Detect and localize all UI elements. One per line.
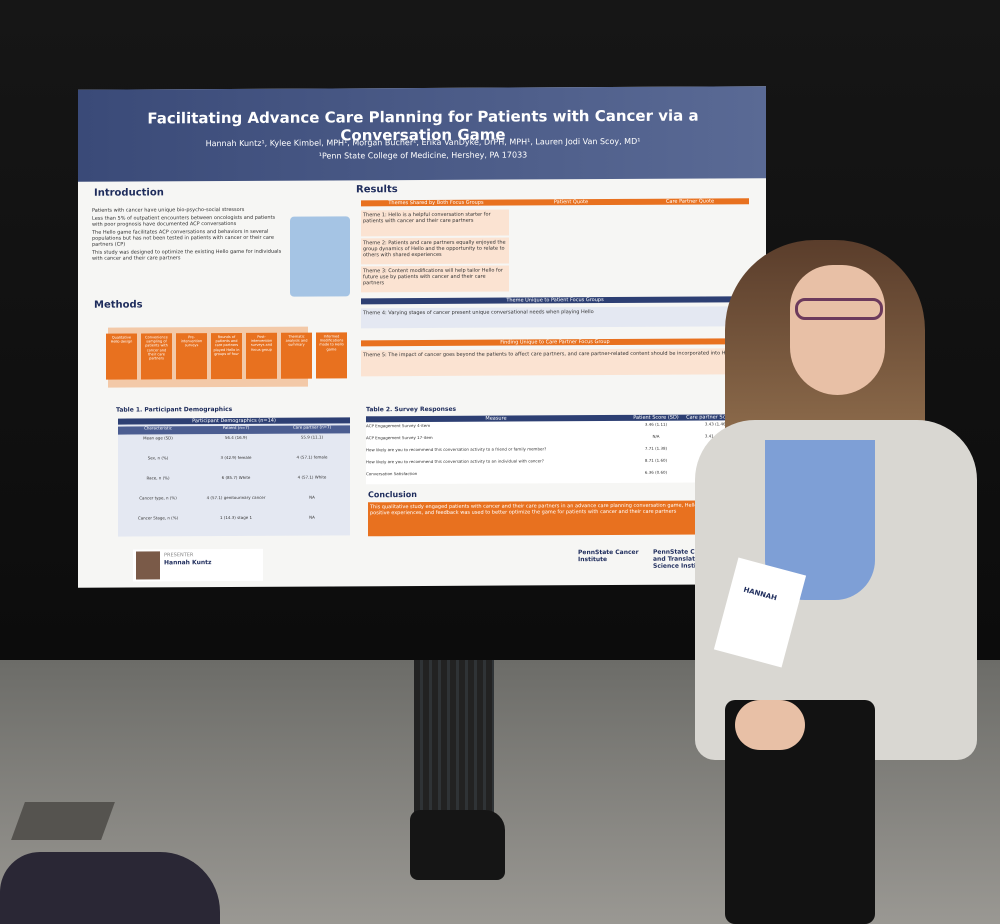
- table-header: Patient (n=7): [198, 425, 274, 435]
- intro-bullet: Patients with cancer have unique bio-psy…: [92, 206, 245, 214]
- theme: Theme 4: Varying stages of cancer presen…: [361, 306, 749, 329]
- results-header: Themes Shared by Both Focus Groups: [361, 199, 511, 207]
- theme: Theme 3: Content modifications will help…: [361, 265, 509, 293]
- bag: [0, 852, 220, 924]
- table-header: Measure: [366, 414, 626, 423]
- presenter-photo: [136, 551, 160, 580]
- results-header: Patient Quote: [511, 198, 631, 206]
- logo: PennState Cancer Institute: [578, 548, 639, 564]
- table-cell: Race, n (%): [146, 476, 170, 481]
- section-heading: Introduction: [94, 187, 164, 199]
- intro-bullet: This study was designed to optimize the …: [92, 248, 282, 262]
- section-heading: Methods: [94, 299, 143, 311]
- table-cell: Sex, n (%): [147, 456, 169, 461]
- demographics-table: Participant Demographics (n=14) Character…: [118, 417, 350, 537]
- table-cell: 7.71 (1.38): [644, 446, 668, 451]
- results-header: Care Partner Quote: [631, 198, 749, 205]
- table-cell: 4 (57.1) female: [296, 455, 328, 460]
- table-header: Patient Score (SD): [626, 414, 686, 421]
- method-step: Thematic analysis and summary: [281, 332, 312, 379]
- table-title: Participant Demographics (n=14): [118, 417, 350, 425]
- section-heading: Results: [356, 184, 398, 196]
- method-step: Pre-intervention surveys: [176, 333, 207, 380]
- survey-table: Measure Patient Score (SD) Care partner Sc…: [366, 414, 746, 485]
- method-step: Convenience sampling of patients with ca…: [141, 333, 172, 380]
- results-header: Theme Unique to Patient Focus Groups: [361, 296, 749, 305]
- theme: Theme 2: Patients and care partners equa…: [361, 237, 509, 265]
- table-cell: 8.71 (1.60): [644, 458, 668, 463]
- table-cell: 3.46 (1.11): [644, 422, 668, 427]
- table-cell: N/A: [652, 434, 660, 439]
- method-step: Post-intervention surveys and focus grou…: [246, 332, 277, 379]
- presenter-label: PRESENTER: [164, 552, 194, 559]
- hands: [735, 700, 805, 750]
- theme: Theme 5: The impact of cancer goes beyon…: [361, 348, 749, 377]
- method-steps: Qualitative Hello design Convenience samp…: [106, 332, 351, 380]
- table-heading: Table 1. Participant Demographics: [116, 405, 233, 414]
- table-heading: Table 2. Survey Responses: [366, 405, 457, 414]
- table-cell: NA: [309, 515, 315, 520]
- method-step: Informed modifications made to Hello gam…: [316, 332, 347, 379]
- table-cell: 4 (57.1) genitourinary cancer: [206, 495, 266, 501]
- table-cell: Cancer type, n (%): [139, 496, 177, 501]
- method-step: Qualitative Hello design: [106, 333, 137, 380]
- face: [790, 265, 885, 395]
- table-cell: Conversation Satisfaction: [366, 471, 418, 477]
- table-cell: 6.36 (0.60): [644, 470, 668, 475]
- table-header: Care partner (n=7): [274, 425, 350, 434]
- table-cell: Mean age (SD): [143, 436, 173, 441]
- table-cell: 55.9 (11.1): [300, 435, 324, 440]
- conclusion-text: This qualitative study engaged patients …: [368, 500, 748, 537]
- presenter-name: Hannah Kuntz: [164, 559, 212, 567]
- table-cell: 1 (14.3) stage 1: [219, 515, 253, 521]
- results-header: Finding Unique to Care Partner Focus Gro…: [361, 338, 749, 347]
- theme: Theme 1: Hello is a helpful conversation…: [361, 209, 509, 237]
- intro-bullet: Less than 5% of outpatient encounters be…: [92, 214, 276, 228]
- table-cell: NA: [309, 495, 315, 500]
- method-step: Rounds of patients and care partners pla…: [211, 332, 242, 380]
- intro-bullet: The Hello game facilitates ACP conversat…: [92, 228, 274, 248]
- section-heading: Conclusion: [368, 490, 417, 500]
- poster: Facilitating Advance Care Planning for P…: [78, 86, 766, 588]
- table-cell: 6 (85.7) White: [221, 475, 251, 481]
- intro-list: Patients with cancer have unique bio-psy…: [92, 207, 282, 298]
- floor-plate: [11, 802, 115, 840]
- table-cell: Cancer Stage, n (%): [137, 516, 179, 521]
- person: HANNAH: [695, 240, 980, 924]
- table-cell: 3 (42.9) female: [220, 455, 252, 461]
- shoes: [410, 810, 505, 880]
- table-cell: 56.4 (16.9): [224, 435, 248, 441]
- table-header: Characteristic: [118, 426, 198, 435]
- table-cell: 4 (57.1) White: [297, 475, 327, 480]
- game-cards: [290, 216, 350, 297]
- glasses: [795, 298, 883, 320]
- results-block: Themes Shared by Both Focus Groups Patien…: [361, 198, 749, 400]
